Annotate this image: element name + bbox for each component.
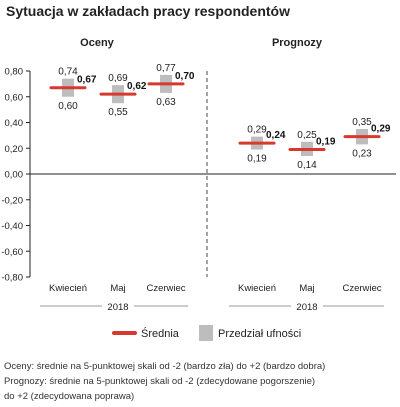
mean-label: 0,29	[371, 124, 391, 135]
y-tick-label: 0,40	[5, 118, 24, 129]
panel-title: Prognozy	[272, 37, 323, 49]
category-label: Kwiecień	[49, 283, 87, 294]
high-label: 0,69	[108, 73, 128, 84]
high-label: 0,77	[156, 63, 176, 74]
year-label: 2018	[296, 302, 317, 313]
high-label: 0,35	[352, 117, 372, 128]
y-axis: 0,80 0,60 0,40 0,20 0,00 -0,20 -0,40 -0,60 -0,80	[1, 67, 396, 284]
panel-title: Oceny	[80, 37, 115, 49]
panel-prognozy: Prognozy 0,29 0,19 0,24 Kwiecień 0,25 0,14 0,19…	[229, 37, 391, 313]
mean-label: 0,67	[77, 75, 97, 86]
legend: Średnia Przedział ufności	[112, 325, 301, 341]
high-label: 0,25	[297, 130, 317, 141]
y-tick-label: -0,60	[1, 247, 23, 258]
mean-label: 0,24	[266, 130, 286, 141]
low-label: 0,63	[156, 97, 176, 108]
category-label: Kwiecień	[238, 283, 276, 294]
y-tick-label: 0,80	[5, 67, 24, 78]
chart: 0,80 0,60 0,40 0,20 0,00 -0,20 -0,40 -0,60 -0,80…	[1, 37, 396, 341]
category-label: Czerwiec	[146, 283, 185, 294]
panel-oceny: Oceny 0,74 0,60 0,67 Kwiecień 0,69 0,55 0,62 Maj…	[40, 37, 195, 313]
y-tick-label: -0,80	[1, 273, 23, 284]
mean-label: 0,19	[316, 137, 336, 148]
footnotes: Oceny: średnie na 5-punktowej skali od -…	[4, 359, 396, 404]
low-label: 0,55	[108, 107, 128, 118]
mean-label: 0,70	[175, 71, 195, 82]
high-label: 0,74	[58, 67, 78, 78]
mean-label: 0,62	[127, 81, 147, 92]
chart-title: Sytuacja w zakładach pracy respondentów	[6, 3, 290, 19]
low-label: 0,23	[352, 148, 372, 159]
low-label: 0,14	[297, 160, 317, 171]
chart-panels: Oceny 0,74 0,60 0,67 Kwiecień 0,69 0,55 0,62 Maj…	[40, 37, 391, 313]
y-tick-label: -0,40	[1, 221, 23, 232]
y-tick-label: 0,20	[5, 144, 24, 155]
low-label: 0,60	[58, 101, 78, 112]
low-label: 0,19	[247, 154, 267, 165]
y-tick-label: -0,20	[1, 195, 23, 206]
high-label: 0,29	[247, 125, 267, 136]
y-tick-label: 0,60	[5, 92, 24, 103]
legend-interval-swatch	[199, 325, 213, 341]
footnote-prognozy-cont: do +2 (zdecydowana poprawa)	[4, 391, 135, 402]
footnote-prognozy: Prognozy: średnie na 5-punktowej skali o…	[4, 376, 316, 387]
category-label: Maj	[299, 283, 314, 294]
year-label: 2018	[107, 302, 128, 313]
footnote-oceny: Oceny: średnie na 5-punktowej skali od -…	[4, 361, 326, 372]
category-label: Maj	[110, 283, 125, 294]
legend-mean-label: Średnia	[141, 327, 180, 340]
y-tick-label: 0,00	[5, 170, 24, 181]
category-label: Czerwiec	[342, 283, 381, 294]
legend-interval-label: Przedział ufności	[218, 328, 301, 340]
